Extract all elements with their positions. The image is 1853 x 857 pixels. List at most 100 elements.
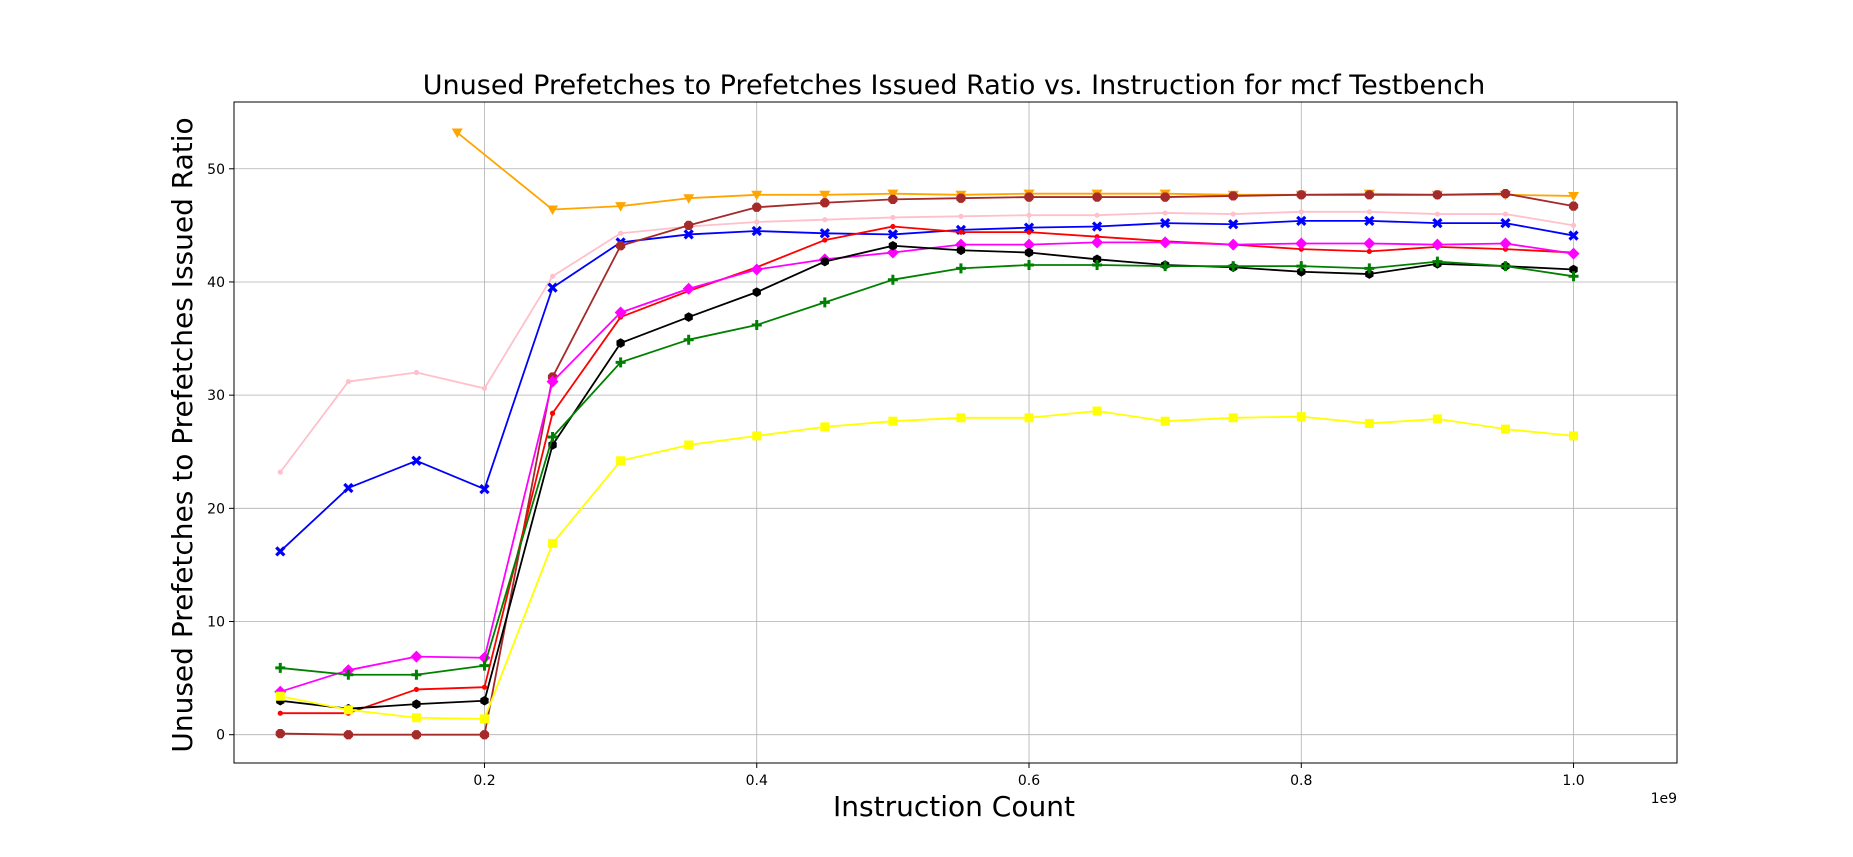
data-point: [887, 274, 898, 285]
data-point: [1230, 211, 1236, 217]
data-point: [1363, 237, 1376, 250]
data-point: [1431, 238, 1444, 251]
series-4: [275, 189, 1579, 740]
data-point: [888, 194, 898, 204]
data-point: [684, 312, 693, 322]
data-point: [343, 730, 353, 740]
data-point: [1227, 238, 1240, 251]
data-point: [1364, 190, 1374, 200]
y-tick-label: 10: [207, 615, 225, 631]
data-point: [1500, 424, 1510, 434]
data-point: [752, 431, 762, 441]
data-point: [684, 440, 694, 450]
data-point: [1365, 269, 1374, 279]
series-line: [280, 192, 1574, 736]
data-point: [1567, 247, 1580, 260]
data-point: [1569, 264, 1578, 275]
data-point: [1228, 219, 1239, 230]
data-point: [413, 369, 420, 376]
data-point: [277, 710, 283, 716]
data-point: [1364, 418, 1374, 428]
data-point: [275, 728, 285, 739]
data-point: [1094, 212, 1100, 218]
data-point: [618, 230, 624, 236]
data-point: [1296, 261, 1307, 272]
data-point: [820, 256, 829, 267]
data-point: [1026, 229, 1032, 235]
data-point: [751, 190, 763, 201]
chart-title: Unused Prefetches to Prefetches Issued R…: [423, 70, 1485, 101]
data-point: [819, 190, 831, 201]
data-point: [751, 225, 762, 237]
data-point: [413, 686, 420, 693]
series-8: [275, 256, 1579, 680]
data-point: [411, 455, 422, 466]
data-point: [481, 684, 488, 690]
data-point: [752, 202, 762, 212]
data-point: [548, 538, 558, 548]
data-point: [1162, 210, 1168, 216]
data-point: [547, 432, 558, 443]
data-point: [1092, 254, 1102, 265]
data-point: [683, 194, 695, 204]
data-point: [480, 695, 489, 706]
data-point: [451, 128, 463, 139]
data-point: [1160, 261, 1171, 272]
data-point: [1297, 266, 1306, 277]
x-axis-offset-label: 1e9: [1651, 791, 1677, 807]
data-point: [887, 229, 899, 240]
data-point: [887, 189, 899, 200]
data-point: [682, 282, 695, 295]
data-point: [1500, 217, 1511, 229]
data-point: [1160, 416, 1170, 426]
data-point: [275, 691, 285, 701]
data-point: [1432, 256, 1443, 267]
data-point: [343, 482, 354, 494]
y-tick-label: 40: [207, 275, 225, 291]
data-point: [1568, 201, 1579, 211]
data-point: [616, 338, 625, 348]
data-point: [1091, 221, 1103, 232]
x-axis-label: Instruction Count: [833, 790, 1075, 823]
data-point: [275, 662, 286, 673]
series-line: [280, 410, 1574, 720]
data-point: [1092, 192, 1102, 202]
data-point: [275, 546, 286, 557]
data-point: [754, 219, 760, 225]
series-2: [275, 215, 1579, 557]
data-point: [684, 220, 694, 230]
x-tick-label: 0.8: [1290, 773, 1312, 789]
data-point: [956, 245, 966, 256]
series-line: [279, 210, 1574, 473]
data-point: [1298, 209, 1304, 215]
series-line: [280, 225, 1574, 715]
data-point: [820, 198, 830, 208]
data-point: [890, 223, 896, 230]
data-point: [1160, 217, 1171, 229]
data-point: [345, 378, 351, 385]
data-point: [546, 375, 559, 388]
data-point: [890, 214, 896, 221]
data-point: [549, 410, 556, 416]
data-point: [1364, 263, 1375, 274]
data-point: [956, 193, 966, 203]
data-point: [1432, 190, 1443, 200]
data-point: [1092, 259, 1103, 270]
data-point: [820, 422, 830, 432]
data-point: [411, 730, 422, 740]
data-point: [1091, 236, 1104, 249]
y-tick-label: 20: [207, 501, 225, 517]
data-point: [614, 306, 627, 319]
data-point: [1364, 215, 1375, 226]
plot-area-frame: [233, 101, 1678, 764]
data-point: [958, 213, 964, 219]
series-group: [274, 128, 1580, 740]
data-point: [1295, 237, 1308, 250]
data-point: [683, 229, 694, 240]
data-point: [479, 483, 490, 495]
data-point: [343, 669, 354, 680]
data-point: [1024, 413, 1034, 423]
data-point: [410, 650, 423, 663]
data-point: [547, 282, 558, 293]
